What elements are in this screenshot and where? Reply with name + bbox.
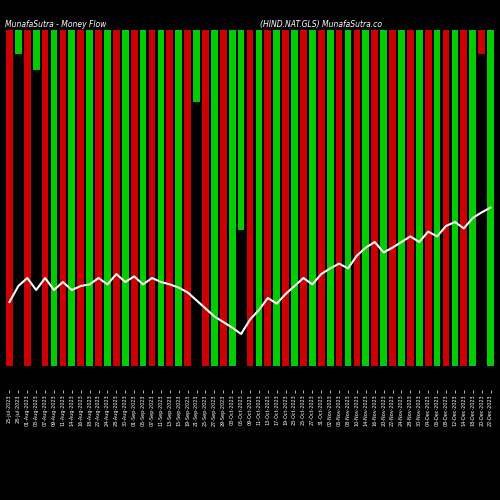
Bar — [318, 30, 324, 366]
Bar — [487, 30, 494, 366]
Bar — [78, 30, 84, 366]
Text: (HIND.NAT.GLS) MunafaSutra.co: (HIND.NAT.GLS) MunafaSutra.co — [260, 20, 382, 29]
Bar — [33, 30, 40, 70]
Bar — [131, 30, 138, 366]
Bar — [184, 30, 191, 366]
Bar — [193, 30, 200, 102]
Bar — [416, 30, 422, 366]
Bar — [246, 30, 254, 366]
Bar — [460, 30, 467, 366]
Bar — [122, 30, 128, 366]
Bar — [24, 30, 30, 366]
Bar — [166, 30, 173, 366]
Bar — [434, 30, 440, 366]
Bar — [86, 30, 93, 366]
Bar — [42, 30, 48, 366]
Bar — [309, 30, 316, 366]
Bar — [282, 30, 289, 366]
Bar — [60, 30, 66, 366]
Bar — [442, 30, 450, 366]
Bar — [229, 30, 235, 366]
Bar — [478, 30, 485, 54]
Bar — [238, 30, 244, 230]
Bar — [158, 30, 164, 366]
Bar — [389, 30, 396, 366]
Bar — [211, 30, 218, 366]
Bar — [344, 30, 352, 366]
Bar — [113, 30, 119, 366]
Bar — [50, 30, 58, 366]
Bar — [176, 30, 182, 366]
Bar — [300, 30, 307, 366]
Bar — [398, 30, 405, 366]
Bar — [68, 30, 75, 366]
Bar — [362, 30, 369, 366]
Bar — [452, 30, 458, 366]
Bar — [140, 30, 146, 366]
Bar — [372, 30, 378, 366]
Bar — [380, 30, 387, 366]
Bar — [15, 30, 22, 54]
Bar — [354, 30, 360, 366]
Bar — [327, 30, 334, 366]
Bar — [425, 30, 432, 366]
Bar — [148, 30, 156, 366]
Bar — [220, 30, 226, 366]
Bar — [336, 30, 342, 366]
Bar — [407, 30, 414, 366]
Bar — [95, 30, 102, 366]
Bar — [291, 30, 298, 366]
Bar — [470, 30, 476, 366]
Text: MunafaSutra - Money Flow: MunafaSutra - Money Flow — [5, 20, 106, 29]
Bar — [6, 30, 13, 366]
Bar — [202, 30, 209, 366]
Bar — [104, 30, 111, 366]
Bar — [264, 30, 271, 366]
Bar — [274, 30, 280, 366]
Bar — [256, 30, 262, 366]
